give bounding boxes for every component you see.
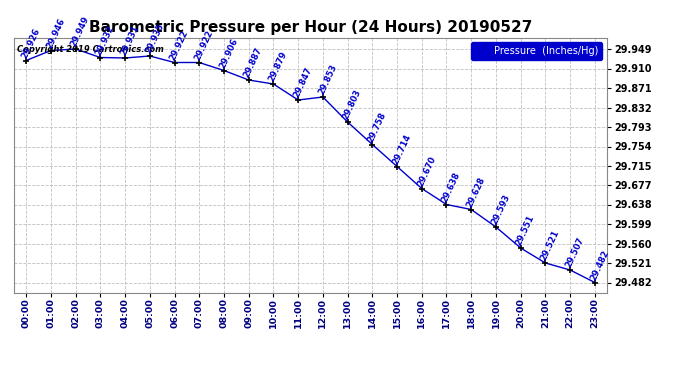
Text: 29.853: 29.853 xyxy=(317,63,339,96)
Text: 29.714: 29.714 xyxy=(391,132,413,165)
Text: 29.922: 29.922 xyxy=(193,28,215,62)
Text: 29.887: 29.887 xyxy=(242,46,264,79)
Text: 29.946: 29.946 xyxy=(45,16,66,50)
Text: 29.803: 29.803 xyxy=(342,88,363,121)
Text: 29.926: 29.926 xyxy=(20,26,42,60)
Text: 29.931: 29.931 xyxy=(119,24,141,57)
Text: 29.638: 29.638 xyxy=(440,171,462,204)
Text: 29.551: 29.551 xyxy=(515,214,536,247)
Text: 29.507: 29.507 xyxy=(564,236,586,269)
Text: 29.847: 29.847 xyxy=(292,66,314,99)
Legend: Pressure  (Inches/Hg): Pressure (Inches/Hg) xyxy=(471,42,602,60)
Text: 29.906: 29.906 xyxy=(218,36,239,69)
Text: 29.758: 29.758 xyxy=(366,111,388,144)
Text: 29.935: 29.935 xyxy=(144,22,166,55)
Text: 29.521: 29.521 xyxy=(539,229,561,262)
Text: 29.482: 29.482 xyxy=(589,248,611,282)
Text: 29.628: 29.628 xyxy=(465,176,487,208)
Text: 29.593: 29.593 xyxy=(490,193,511,226)
Text: 29.670: 29.670 xyxy=(415,154,437,188)
Text: Copyright 2019 Cartronics.com: Copyright 2019 Cartronics.com xyxy=(17,45,164,54)
Text: 29.932: 29.932 xyxy=(94,24,116,57)
Text: 29.879: 29.879 xyxy=(267,50,289,83)
Text: 29.949: 29.949 xyxy=(70,15,91,48)
Text: 29.922: 29.922 xyxy=(168,28,190,62)
Title: Barometric Pressure per Hour (24 Hours) 20190527: Barometric Pressure per Hour (24 Hours) … xyxy=(89,20,532,35)
